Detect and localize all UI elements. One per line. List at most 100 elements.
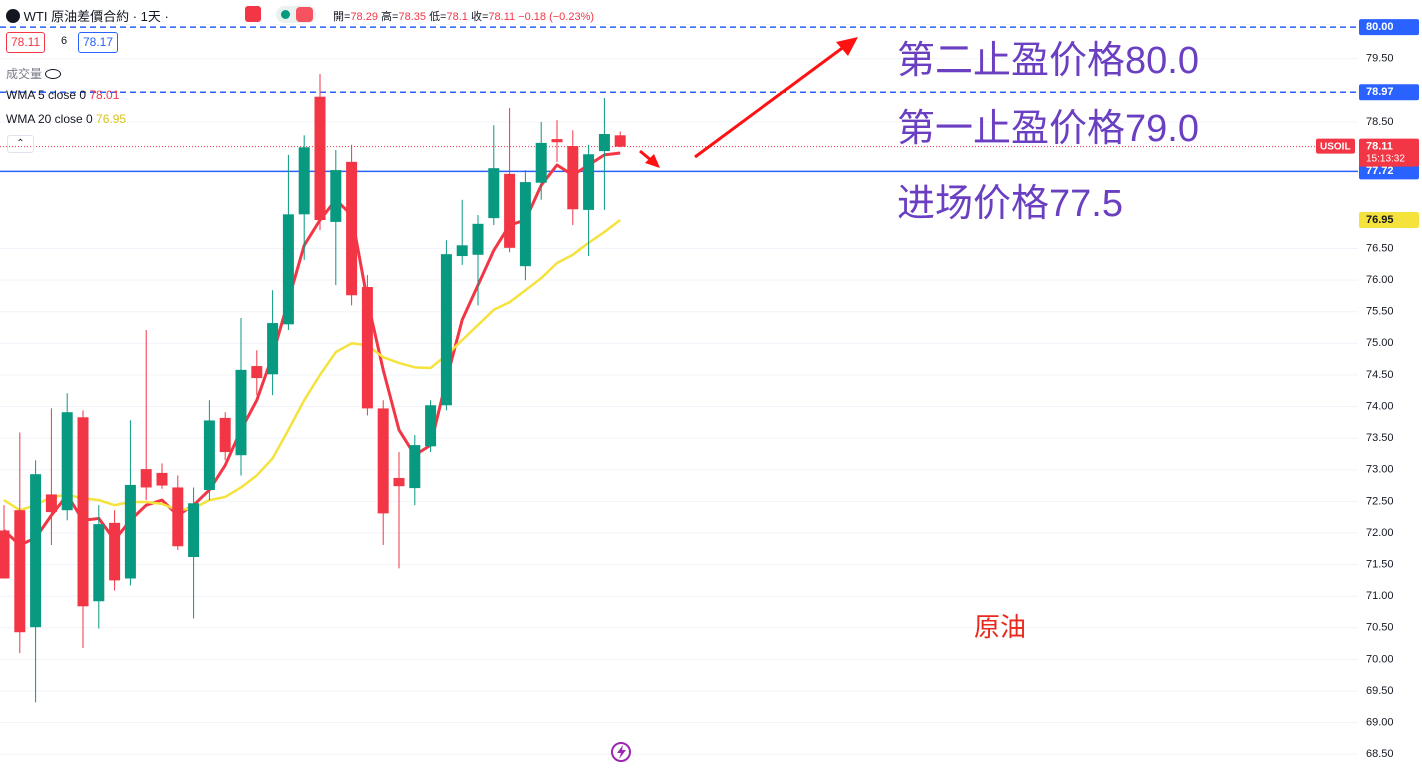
wma-line [3,219,621,512]
ohlc-value: 78.29 [350,11,378,23]
legend-value: 78.01 [89,88,120,102]
y-tick-label: 78.50 [1366,116,1394,128]
symbol-icon [6,9,20,23]
y-tick-label: 72.00 [1366,527,1394,539]
y-tick-label: 73.00 [1366,464,1394,476]
grid [0,58,1358,755]
candle-body [346,161,358,296]
candle-body [488,168,500,219]
y-tick-label: 74.00 [1366,400,1394,412]
ohlc-change: −0.18 (−0.23%) [518,11,595,23]
candle-body [330,170,342,222]
y-tick-label: 75.50 [1366,306,1394,318]
y-tick-label: 74.50 [1366,369,1394,381]
ohlc: 開=78.29 高=78.35 低=78.1 收=78.11 −0.18 (−0… [333,8,594,24]
candle-body [314,96,326,221]
annotation: 第二止盈价格80.0 [897,40,1199,82]
countdown: 15:13:32 [1366,153,1405,164]
candle-body [598,134,610,152]
candle-body [583,154,595,210]
y-tick-label: 70.00 [1366,653,1394,665]
price-tag [1359,19,1419,36]
candle-body [472,223,484,255]
candle-body [567,146,579,210]
levels [0,26,1358,173]
price-tag-label: 77.72 [1366,165,1394,177]
y-tick-label: 73.50 [1366,432,1394,444]
candle-body [30,474,42,628]
price-tag [1359,84,1419,101]
candle-body [0,530,10,579]
arrow-head [645,154,660,168]
indicators [2,151,621,547]
icon [611,742,631,762]
ohlc-label: 開= [333,11,351,23]
ohlc-label: 高= [381,11,399,23]
y-tick-label: 69.00 [1366,717,1394,729]
wma-line [2,151,621,547]
price-axis-panel [1358,0,1422,769]
candle-body [377,408,389,514]
annotation: 原油 [974,612,1027,642]
candle-body [504,173,516,248]
hide-icon[interactable] [45,69,62,79]
candle-body [61,412,73,511]
candle-body [203,420,215,490]
y-tick-label: 79.50 [1366,53,1394,65]
y-tick-label: 75.00 [1366,337,1394,349]
candle-body [124,484,136,579]
candle-body [425,405,437,447]
candle-body [551,139,563,143]
candle-body [140,469,152,488]
candle-body [14,510,26,633]
annotation: 第一止盈价格79.0 [897,108,1199,150]
candle-body [219,417,231,453]
toggle-dot [281,10,290,19]
indicator-tag-label: 76.95 [1366,214,1394,226]
sell-button[interactable]: 78.11 [6,32,46,53]
buy-button[interactable]: 78.17 [78,32,119,53]
header: WTI 原油差價合約 · 1天 · [6,6,169,25]
arrows [639,37,858,168]
y-tick-label: 68.50 [1366,748,1394,760]
ohlc-value: 78.11 [488,11,516,23]
spread: 6 [61,35,68,47]
bottom-icon [611,742,631,762]
candle-body [440,254,452,406]
symbol: WTI [23,9,48,24]
candle-body [188,503,200,557]
ohlc-label: 收= [470,11,489,23]
ohlc-value: 78.35 [398,11,426,23]
arrow-line [694,44,846,159]
candle-body [235,369,247,456]
symbol-title: 原油差價合約 · 1天 · [51,9,169,24]
candle-body [45,494,57,513]
candle-body [361,287,373,409]
candle-body [282,214,294,325]
indicator-tag [1359,212,1419,229]
candle-body [172,487,184,547]
candle-body [535,142,547,183]
candle-body [393,477,405,487]
candle-body [77,417,89,607]
annotation: 进场价格77.5 [897,183,1123,225]
y-tick-label: 69.50 [1366,685,1394,697]
volume-label: 成交量 [6,65,62,82]
y-tick-label: 71.50 [1366,558,1394,570]
symbol-tag [1316,138,1355,154]
toggle-wave [296,7,313,22]
candles [0,73,626,703]
symbol-tag-label: USOIL [1320,141,1351,152]
market-icon[interactable] [245,6,261,22]
y-tick-label: 72.50 [1366,495,1394,507]
last-price-label: 78.11 [1366,141,1393,153]
legend-item: WMA 5 close 0 78.01 [6,88,119,102]
collapse-button[interactable]: ⌃ [7,135,34,153]
y-tick-label: 70.50 [1366,622,1394,634]
toggle[interactable] [276,6,316,23]
legend-value: 76.95 [96,112,127,126]
candle-body [519,182,531,267]
y-tick-label: 71.00 [1366,590,1394,602]
